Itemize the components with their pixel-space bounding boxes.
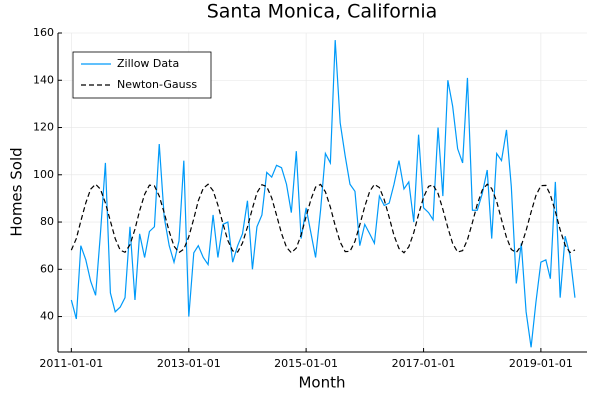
legend-box <box>72 51 212 99</box>
x-tick-label: 2013-01-01 <box>157 357 221 370</box>
legend-label: Newton-Gauss <box>117 78 197 91</box>
x-axis-label: Month <box>298 374 345 392</box>
y-tick-label: 60 <box>40 262 54 275</box>
x-tick-label: 2017-01-01 <box>392 357 456 370</box>
y-tick-label: 120 <box>33 121 54 134</box>
data-line <box>70 183 576 254</box>
x-tick-label: 2011-01-01 <box>39 357 103 370</box>
x-tick-label: 2015-01-01 <box>274 357 338 370</box>
y-tick-label: 40 <box>40 310 54 323</box>
y-tick-label: 160 <box>33 26 54 39</box>
chart-title: Santa Monica, California <box>207 1 438 23</box>
y-axis-label: Homes Sold <box>8 147 26 236</box>
y-tick-label: 140 <box>33 73 54 86</box>
legend-label: Zillow Data <box>117 57 179 70</box>
x-tick-label: 2019-01-01 <box>509 357 573 370</box>
y-tick-label: 80 <box>40 215 54 228</box>
y-tick-label: 100 <box>33 168 54 181</box>
data-line <box>70 40 576 348</box>
